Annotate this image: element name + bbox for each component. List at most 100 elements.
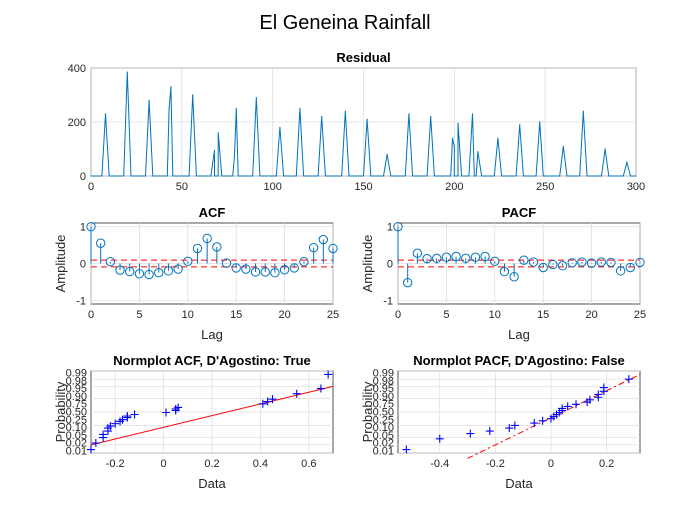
stem-marker	[412, 248, 423, 258]
normplot-point	[106, 422, 115, 431]
y-tick-label: 0.02	[373, 438, 394, 450]
subplot-residual: 0 50 100 150 200 250 300 0 200 400 Residual	[68, 50, 646, 193]
residual-peak-point	[477, 151, 479, 153]
residual-peak-point	[497, 137, 499, 139]
y-tick-label: -1	[76, 295, 86, 307]
stem-marker	[615, 266, 626, 276]
y-tick-label: 0	[387, 259, 393, 271]
stem-marker	[470, 252, 481, 262]
stem-marker	[461, 253, 471, 264]
normplot-point	[263, 397, 272, 406]
x-tick-label: 5	[443, 309, 449, 321]
normplot-point	[558, 404, 567, 413]
stem-marker	[480, 251, 490, 262]
normplot-point	[324, 370, 333, 379]
y-tick-label: 0.95	[66, 383, 87, 395]
residual-peak-point	[539, 121, 541, 123]
y-axis-label: Probability	[360, 381, 375, 442]
stem-marker	[241, 264, 251, 274]
residual-peak-point	[386, 153, 388, 155]
x-axis-label: Lag	[201, 327, 223, 342]
x-tick-label: 20	[278, 309, 290, 321]
y-tick-label: 0	[80, 171, 86, 183]
normplot-point	[130, 410, 139, 419]
residual-peak-point	[408, 113, 410, 115]
x-tick-label: 150	[354, 181, 372, 193]
x-tick-label: -0.2	[486, 458, 505, 470]
y-tick-label: 0.02	[66, 438, 87, 450]
stem-marker	[393, 221, 403, 232]
y-tick-label: 1	[80, 222, 86, 234]
stem-marker	[625, 262, 636, 273]
x-tick-label: -0.4	[430, 458, 449, 470]
normplot-point	[585, 395, 594, 404]
normplot-point	[485, 427, 494, 436]
stem-marker	[499, 266, 510, 277]
stem-marker	[86, 221, 96, 232]
y-tick-label: 0.75	[66, 399, 87, 411]
residual-peak-point	[604, 148, 606, 150]
stem-marker	[635, 257, 645, 268]
residual-peak-point	[104, 113, 107, 115]
y-tick-label: 0.25	[66, 414, 87, 426]
x-tick-label: 0.4	[253, 458, 268, 470]
normplot-point	[530, 419, 539, 428]
x-tick-label: 0	[88, 181, 94, 193]
stem-marker	[328, 243, 338, 254]
normplot-point	[162, 408, 171, 417]
residual-peak-point	[457, 122, 459, 124]
x-tick-label: 10	[489, 309, 501, 321]
residual-peak-point	[213, 149, 216, 151]
normplot-point	[316, 384, 325, 393]
stem-marker	[596, 257, 606, 267]
subplot-title: PACF	[502, 205, 536, 220]
stem-marker	[402, 277, 413, 288]
normplot-point	[123, 412, 132, 421]
stem-marker	[144, 269, 154, 280]
y-tick-label: 0.90	[373, 391, 394, 403]
stem-marker	[115, 265, 125, 275]
stem-marker	[509, 272, 519, 282]
stem-marker	[250, 267, 261, 277]
normplot-point	[599, 383, 608, 392]
stem-marker	[270, 268, 280, 278]
x-tick-label: 0	[161, 458, 167, 470]
residual-peak-point	[562, 145, 564, 147]
y-tick-label: 0.10	[373, 422, 394, 434]
stem-marker	[519, 255, 529, 265]
normplot-point	[118, 415, 127, 424]
stem-marker	[606, 257, 616, 268]
stem-marker	[318, 234, 329, 245]
stem-marker	[441, 252, 452, 262]
x-tick-label: 0.6	[301, 458, 316, 470]
normplot-point	[91, 439, 100, 448]
x-axis-label: Data	[505, 476, 533, 491]
normplot-point	[111, 419, 120, 428]
residual-peak-point	[148, 99, 150, 101]
stem-marker	[451, 251, 461, 262]
y-tick-label: 1	[387, 222, 393, 234]
x-tick-label: 20	[585, 309, 597, 321]
normplot-point	[563, 402, 572, 411]
y-tick-label: 0.50	[66, 407, 87, 419]
stem-marker	[432, 253, 442, 264]
y-tick-label: 0.95	[373, 383, 394, 395]
y-axis-label: Amplitude	[360, 235, 375, 293]
y-tick-label: 0.01	[66, 446, 87, 458]
normplot-point	[402, 445, 411, 454]
x-tick-label: 25	[327, 309, 339, 321]
x-tick-label: 0	[548, 458, 554, 470]
y-tick-label: 0.05	[373, 430, 394, 442]
x-tick-label: 200	[445, 181, 463, 193]
y-tick-label: 0.10	[66, 422, 87, 434]
x-tick-label: 50	[176, 181, 188, 193]
x-tick-label: 15	[230, 309, 242, 321]
x-tick-label: 0	[88, 309, 94, 321]
normplot-point	[99, 430, 108, 439]
x-tick-label: 15	[537, 309, 549, 321]
stem-marker	[212, 242, 222, 252]
stem-marker	[557, 261, 568, 271]
normplot-point	[594, 390, 603, 399]
